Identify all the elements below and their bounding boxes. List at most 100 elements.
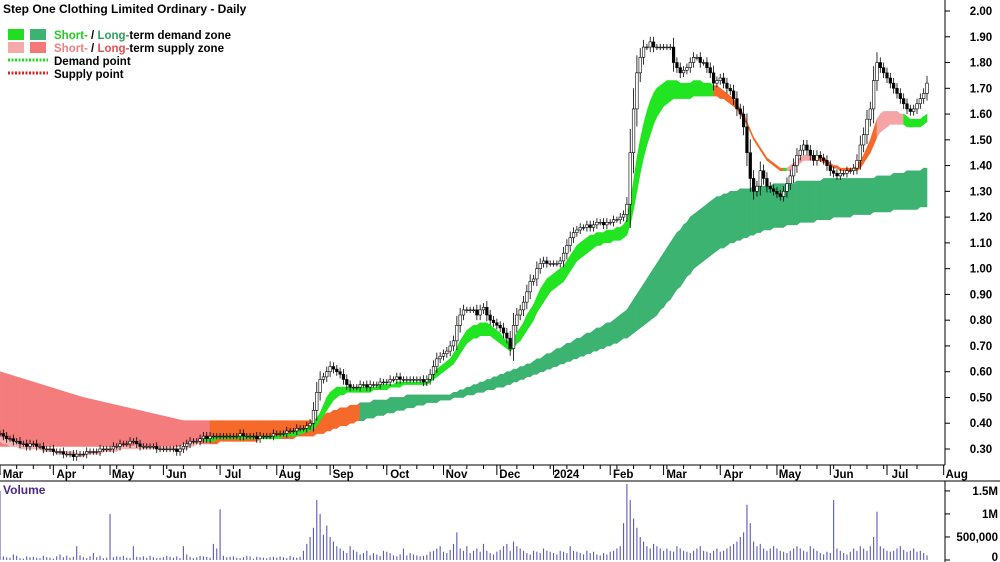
price-bar-body	[128, 440, 132, 445]
price-tick-label: 2.00	[970, 6, 992, 18]
long-term-zone-segment	[776, 183, 781, 228]
long-term-zone-segment	[906, 170, 911, 210]
long-term-zone-segment	[826, 178, 831, 220]
short-term-zone-segment	[679, 82, 684, 99]
short-term-zone-segment	[686, 82, 691, 99]
long-term-zone-segment	[96, 400, 101, 447]
price-bar-body	[595, 221, 599, 226]
legend-swatch-long-supply	[30, 42, 46, 53]
price-bar-body	[125, 443, 129, 445]
short-term-zone-segment	[719, 87, 724, 99]
short-term-zone-segment	[599, 232, 604, 247]
short-term-zone-segment	[29, 446, 34, 450]
short-term-zone-segment	[419, 381, 424, 385]
price-bar-body	[398, 376, 402, 380]
long-term-zone-segment	[819, 177, 824, 220]
price-bar-body	[915, 103, 919, 110]
long-term-zone-segment	[59, 389, 64, 447]
short-term-zone-segment	[786, 164, 791, 172]
long-term-zone-segment	[389, 397, 394, 414]
short-term-zone-segment	[676, 79, 681, 99]
short-term-zone-segment	[493, 327, 498, 342]
long-term-zone-segment	[433, 394, 438, 403]
short-term-zone-segment	[673, 80, 678, 99]
short-term-zone-segment	[693, 80, 698, 97]
long-term-zone-segment	[723, 193, 728, 249]
price-bar-body	[568, 237, 572, 246]
long-term-zone-segment	[123, 406, 128, 447]
short-term-zone-segment	[26, 446, 31, 450]
price-bar-body	[271, 433, 276, 437]
short-term-zone-segment	[529, 303, 534, 327]
legend-long-label: Long-	[97, 43, 129, 55]
price-bar-body	[185, 443, 189, 447]
price-bar-body	[862, 134, 866, 146]
short-term-zone-segment	[539, 283, 544, 309]
price-bar-body	[765, 178, 769, 187]
short-term-zone-segment	[843, 167, 848, 172]
price-bar-body	[571, 232, 576, 239]
long-term-zone-segment	[713, 195, 718, 254]
legend-long-label: Long-	[97, 30, 129, 42]
price-bar-body	[208, 435, 212, 439]
long-term-zone-segment	[796, 180, 801, 226]
short-term-zone-segment	[779, 167, 784, 172]
volume-label: Volume	[3, 483, 46, 497]
short-term-zone-segment	[593, 231, 598, 249]
long-term-zone-segment	[643, 277, 648, 326]
price-bar-body	[828, 165, 832, 172]
short-term-zone-segment	[653, 87, 658, 125]
long-term-zone-segment	[93, 399, 97, 447]
time-tick-label: May	[112, 469, 135, 481]
long-term-zone-segment	[806, 180, 811, 223]
short-term-zone-segment	[563, 259, 568, 283]
price-bar-body	[395, 376, 399, 380]
short-term-zone-segment	[476, 322, 481, 339]
long-term-zone-segment	[599, 324, 604, 349]
long-term-zone-segment	[609, 319, 614, 347]
long-term-zone-segment	[559, 345, 564, 365]
long-term-zone-segment	[546, 353, 551, 370]
long-term-zone-segment	[683, 221, 688, 283]
long-term-zone-segment	[163, 415, 168, 447]
price-bar-body	[105, 448, 109, 451]
price-tick-label: 1.00	[970, 264, 992, 276]
price-bar-body	[601, 221, 606, 226]
price-bar-body	[285, 430, 289, 434]
long-term-zone-segment	[556, 348, 561, 368]
long-term-zone-segment	[613, 316, 618, 344]
price-tick-label: 1.50	[970, 135, 992, 147]
short-term-zone-segment	[870, 129, 874, 153]
long-term-zone-segment	[656, 257, 661, 317]
long-term-zone-segment	[639, 283, 644, 329]
time-tick-label: Jul	[892, 469, 909, 481]
short-term-zone-segment	[723, 90, 728, 102]
price-bar-body	[888, 77, 892, 84]
price-bar-body	[705, 62, 709, 68]
legend-demand-point-label: Demand point	[54, 56, 131, 68]
short-term-zone-segment	[379, 384, 384, 391]
long-term-zone-segment	[616, 314, 621, 344]
price-bar-body	[665, 46, 669, 49]
long-term-zone-segment	[816, 180, 821, 220]
long-term-zone-segment	[176, 418, 181, 447]
long-term-zone-segment	[183, 420, 188, 445]
legend-supply-text: term supply zone	[129, 43, 224, 55]
long-term-zone-segment	[596, 327, 601, 352]
price-bar-body	[78, 453, 82, 456]
long-term-zone-segment	[689, 213, 694, 275]
long-term-zone-segment	[166, 416, 171, 447]
long-term-zone-segment	[746, 188, 751, 239]
short-term-zone-segment	[339, 386, 344, 396]
price-bar-body	[658, 46, 662, 49]
long-term-zone-segment	[383, 399, 388, 417]
long-term-zone-segment	[29, 380, 34, 447]
time-tick-label: May	[779, 469, 802, 481]
price-bar-body	[768, 185, 772, 190]
price-bar-body	[298, 428, 302, 430]
long-term-zone-segment	[893, 173, 898, 210]
long-term-zone-segment	[69, 392, 74, 447]
short-term-zone-segment	[703, 82, 708, 97]
price-bar-body	[115, 446, 119, 448]
price-bar-body	[351, 386, 356, 389]
